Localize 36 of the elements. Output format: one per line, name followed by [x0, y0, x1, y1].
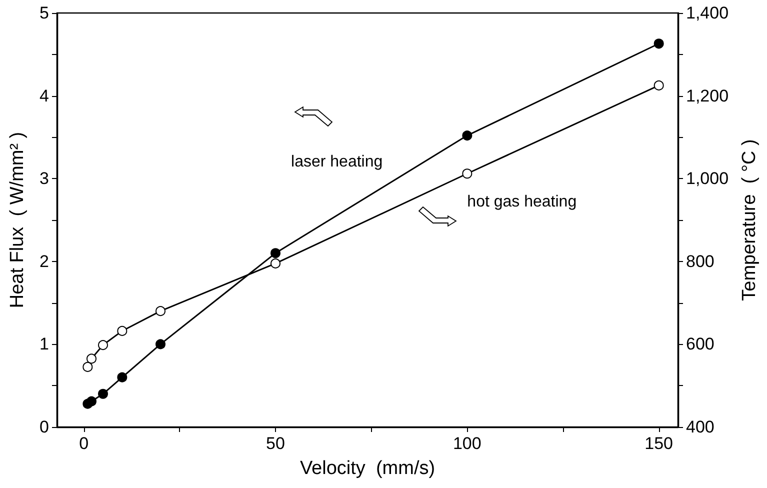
x-tick-label: 0 [79, 434, 89, 453]
series-label: laser heating [291, 154, 383, 171]
y2-tick-label: 1,200 [686, 86, 729, 106]
x-tick-label: 50 [266, 434, 285, 453]
x-axis-title: Velocity (mm/s) [300, 458, 436, 479]
point [117, 326, 128, 336]
point [462, 130, 472, 141]
point [82, 362, 93, 372]
point [117, 372, 128, 382]
y-tick-label: 5 [40, 4, 49, 22]
y2-tick-label: 1,400 [686, 4, 729, 22]
point [98, 388, 108, 399]
point [270, 248, 280, 258]
series-label: hot gas heating [467, 193, 577, 210]
point [270, 258, 280, 268]
y-tick-label: 2 [40, 252, 49, 271]
y-tick-label: 0 [40, 418, 49, 436]
y2-tick-label: 600 [686, 334, 714, 354]
point [462, 168, 472, 179]
x-tick-label: 100 [452, 434, 482, 453]
point [654, 80, 664, 90]
point [86, 354, 96, 364]
y-tick-label: 4 [40, 86, 49, 106]
y2-tick-label: 1,000 [686, 169, 729, 188]
y-tick-label: 3 [40, 169, 49, 188]
y-axis-title: Heat Flux ( W/mm² ) [7, 132, 28, 308]
point [156, 339, 166, 350]
y2-tick-label: 400 [686, 418, 714, 436]
point [654, 38, 664, 49]
point [156, 306, 166, 316]
point [86, 396, 96, 406]
y2-axis-title: Temperature ( °C ) [739, 139, 760, 301]
point [98, 340, 108, 350]
x-tick-label: 150 [644, 434, 674, 453]
y-tick-label: 1 [40, 334, 49, 354]
y2-tick-label: 800 [686, 252, 714, 271]
